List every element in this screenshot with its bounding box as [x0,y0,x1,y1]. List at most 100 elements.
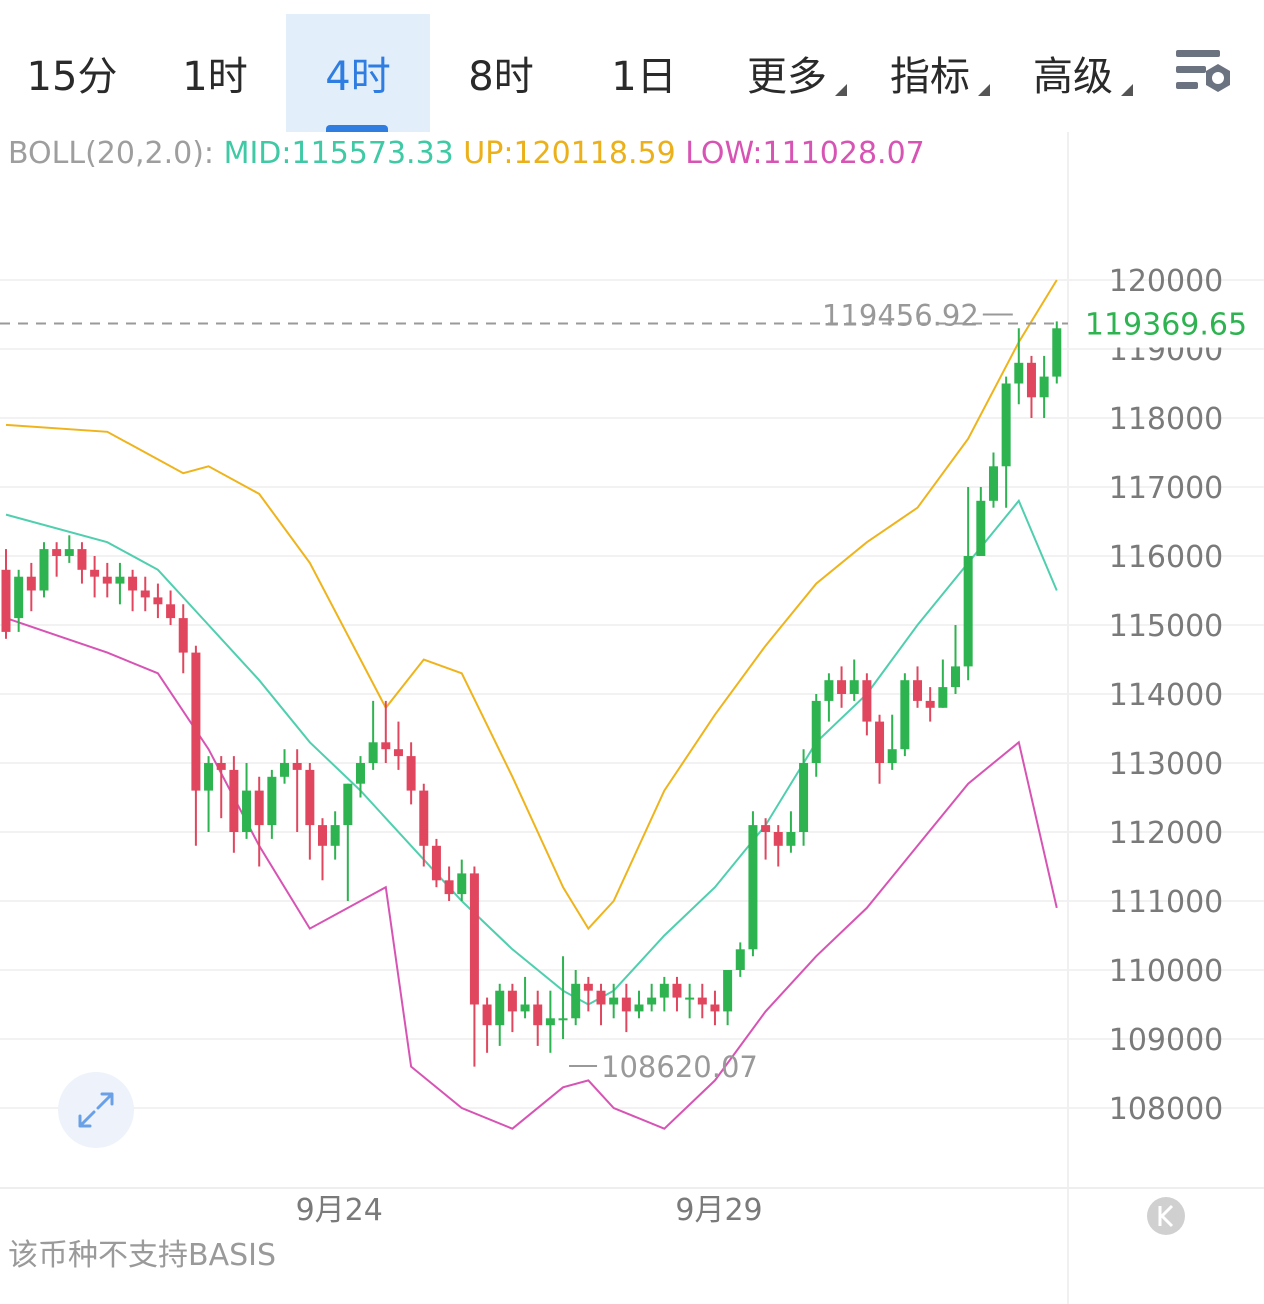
candle-down [596,990,606,1005]
candle-down [128,576,138,591]
candle-down [26,576,36,591]
y-tick-label: 111000 [1109,885,1224,920]
candle-down [419,790,429,846]
tab-15m[interactable]: 15分 [0,14,144,132]
candle-up [495,990,505,1026]
expand-button[interactable] [58,1072,134,1148]
boll-prefix: BOLL(20,2.0): [8,136,215,171]
tab-1h[interactable]: 1时 [143,14,287,132]
tab-label: 1时 [182,54,248,100]
candle-down [621,997,631,1012]
candle-down [761,825,771,832]
candle-up [988,466,998,501]
candle-up [1014,362,1024,384]
candle-up [659,983,669,998]
tab-more[interactable]: 更多 [715,14,859,132]
candle-up [938,687,948,708]
candle-down [393,749,403,757]
candle-up [849,680,859,694]
current-price-label: 119369.65 [1085,307,1247,342]
candle-down [875,721,885,763]
boll-mid-line [5,498,1058,1006]
y-tick-label: 115000 [1109,609,1224,644]
candle-down [102,576,112,584]
candle-down [913,680,923,701]
dropdown-corner-icon [978,84,990,96]
candle-up [951,666,960,688]
x-axis-label: 9月24 [296,1193,383,1228]
dropdown-corner-icon [1121,84,1133,96]
boll-mid-value: MID:115573.33 [223,136,454,171]
candle-down [469,873,479,1005]
candle-up [355,763,365,784]
candle-down [773,832,783,846]
x-axis-label: 9月29 [675,1193,762,1228]
candle-up [14,576,24,619]
candle-up [242,790,252,832]
y-tick-label: 113000 [1109,747,1224,782]
candle-down [166,604,176,619]
candle-up [520,1004,530,1012]
candle-down [697,997,707,1005]
candle-up [786,832,796,846]
candle-down [406,756,416,791]
y-tick-label: 117000 [1109,471,1224,506]
candle-up [64,549,74,556]
y-tick-label: 110000 [1109,954,1224,989]
candle-down [837,680,847,694]
candle-down [153,597,163,605]
tab-label: 4时 [325,54,391,100]
y-tick-label: 114000 [1109,678,1224,713]
y-tick-label: 108000 [1109,1092,1224,1127]
y-tick-label: 116000 [1109,540,1224,575]
candle-down [583,983,593,991]
timeframe-tabs: 15分 1时 4时 8时 1日 更多 指标 高级 [0,0,1264,132]
boll-up-line [5,279,1058,931]
tab-1d[interactable]: 1日 [572,14,716,132]
low-price-marker: 108620.07 [601,1050,758,1084]
y-tick-label: 112000 [1109,816,1224,851]
boll-up-value: UP:120118.59 [463,136,676,171]
chart-settings-icon[interactable] [1170,44,1240,104]
candle-up [280,763,290,777]
boll-low-value: LOW:111028.07 [685,136,925,171]
candle-down [1,569,11,632]
candle-up [685,997,695,1000]
candle-up [1052,328,1062,377]
candle-up [976,500,986,556]
candle-up [609,997,619,1005]
candle-down [254,790,264,826]
candlestick-chart[interactable]: 1200001190001180001170001160001150001140… [0,132,1264,1304]
tab-label: 高级 [1033,54,1113,100]
candle-down [482,1004,492,1026]
candle-up [735,949,745,970]
candle-down [77,549,87,570]
candle-down [710,1004,720,1012]
candle-up [39,549,49,591]
candle-up [1001,383,1011,467]
candle-down [305,769,315,826]
candle-down [229,769,239,832]
expand-arrows-icon [78,1092,114,1128]
tab-8h[interactable]: 8时 [429,14,573,132]
active-tab-indicator [326,125,388,132]
tab-advanced[interactable]: 高级 [1001,14,1145,132]
candle-down [672,983,682,998]
reset-k-button[interactable] [1147,1197,1185,1235]
candle-down [140,590,150,598]
basis-note: 该币种不支持BASIS [8,1238,277,1273]
candle-up [558,1018,568,1021]
tab-indicators[interactable]: 指标 [858,14,1002,132]
tab-label: 更多 [747,54,827,100]
candle-up [634,1004,644,1012]
candle-up [115,576,125,584]
candle-down [178,618,188,653]
candle-up [545,1018,555,1026]
candle-up [457,873,467,895]
candle-up [343,783,353,826]
candle-down [1026,362,1036,398]
candle-up [368,742,378,763]
candle-down [431,845,441,881]
candle-down [318,825,327,846]
tab-4h[interactable]: 4时 [286,14,430,132]
